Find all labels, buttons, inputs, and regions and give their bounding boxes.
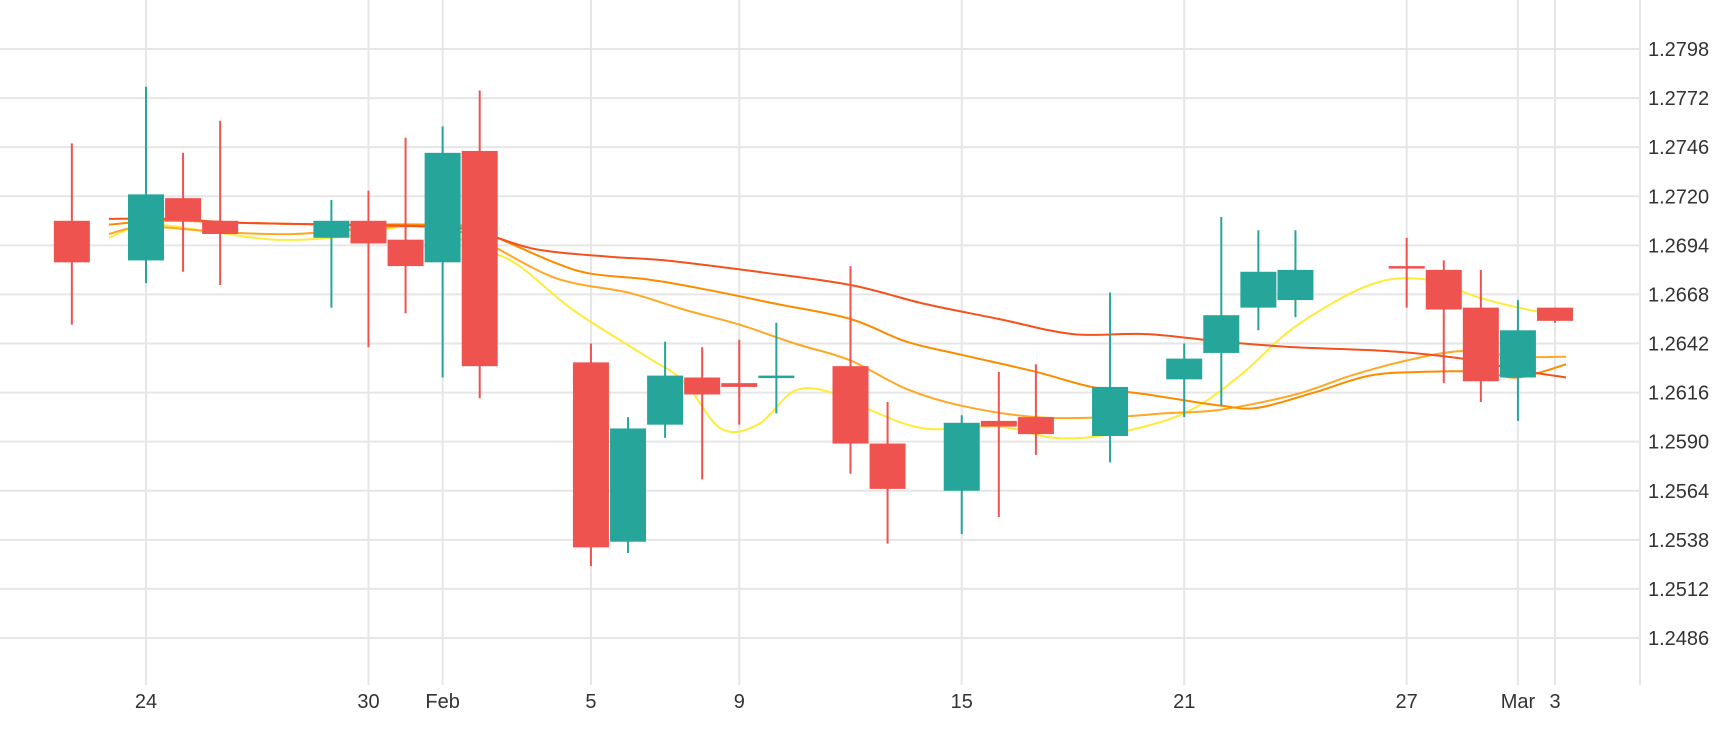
y-tick-label: 1.2720 — [1648, 186, 1709, 208]
candle-body — [943, 422, 980, 491]
candle-body — [684, 377, 721, 395]
y-tick-label: 1.2512 — [1648, 579, 1709, 601]
candle — [943, 415, 980, 535]
x-tick-label: 3 — [1549, 691, 1560, 713]
candle — [1537, 307, 1573, 323]
candle-body — [424, 152, 461, 263]
candle — [647, 341, 684, 438]
candle-body — [461, 150, 498, 367]
candle — [1277, 230, 1314, 318]
x-tick-label: 15 — [951, 691, 973, 713]
x-tick-label: 9 — [734, 691, 745, 713]
candle — [387, 137, 424, 314]
candle-body — [647, 375, 684, 425]
candle-body — [350, 220, 387, 244]
candle — [1092, 292, 1129, 463]
candle-body — [1388, 266, 1425, 269]
candle — [1240, 230, 1277, 331]
x-tick-label: Feb — [425, 691, 459, 713]
x-tick-label: 5 — [585, 691, 596, 713]
candle — [1166, 343, 1203, 418]
y-tick-label: 1.2564 — [1648, 481, 1709, 503]
candle-body — [313, 220, 350, 238]
y-tick-label: 1.2798 — [1648, 39, 1709, 61]
candle-body — [1203, 315, 1240, 353]
candle — [202, 120, 239, 285]
ma-line-ma_slow1 — [108, 219, 1567, 410]
candles — [53, 86, 1573, 567]
candle-body — [869, 443, 906, 489]
y-tick-label: 1.2772 — [1648, 88, 1709, 110]
candle — [1203, 217, 1240, 406]
grid — [0, 0, 1641, 685]
candle-body — [1017, 417, 1054, 435]
candle-body — [1277, 269, 1314, 301]
y-tick-label: 1.2746 — [1648, 137, 1709, 159]
candle — [832, 266, 869, 474]
candle — [313, 200, 350, 308]
candle-body — [1425, 269, 1462, 310]
candle — [1462, 269, 1499, 403]
candle — [684, 347, 721, 480]
candle — [53, 143, 90, 325]
x-tick-label: Mar — [1501, 691, 1536, 713]
y-tick-label: 1.2486 — [1648, 628, 1709, 650]
candle — [869, 402, 906, 544]
y-tick-label: 1.2616 — [1648, 383, 1709, 405]
candle-body — [202, 220, 239, 235]
candle — [1499, 300, 1536, 421]
candle-body — [758, 375, 795, 379]
candle — [350, 190, 387, 348]
candle — [424, 126, 461, 378]
candle-body — [53, 220, 90, 263]
candle — [1425, 260, 1462, 384]
candle — [461, 90, 498, 399]
candle-body — [1499, 330, 1536, 378]
x-tick-label: 24 — [135, 691, 157, 713]
x-tick-label: 21 — [1173, 691, 1195, 713]
candle — [128, 86, 164, 284]
candle-body — [1537, 307, 1573, 321]
candle — [610, 417, 647, 554]
y-tick-label: 1.2538 — [1648, 530, 1709, 552]
candle-body — [387, 239, 424, 267]
candle — [572, 343, 609, 567]
x-tick-label: 27 — [1396, 691, 1418, 713]
candle — [1388, 237, 1425, 308]
y-tick-label: 1.2642 — [1648, 334, 1709, 356]
y-tick-label: 1.2590 — [1648, 432, 1709, 454]
candle-body — [1462, 307, 1499, 382]
y-tick-label: 1.2694 — [1648, 235, 1709, 257]
y-tick-label: 1.2668 — [1648, 284, 1709, 306]
candle-body — [572, 362, 609, 548]
candle-body — [1092, 386, 1129, 437]
candle — [165, 152, 202, 272]
candle-body — [1240, 271, 1277, 308]
candle-body — [610, 428, 647, 542]
ma-line-ma_slow2 — [108, 217, 1567, 379]
x-tick-label: 30 — [357, 691, 379, 713]
axes: 1.2486 1.2512 1.2538 1.2564 1.2590 1.2616 1.26… — [135, 39, 1709, 713]
candle — [758, 322, 795, 414]
candle-body — [165, 198, 202, 221]
candle-body — [980, 420, 1017, 427]
candle-body — [721, 383, 758, 387]
candle-body — [128, 194, 164, 261]
candle — [721, 339, 758, 425]
candle-body — [1166, 358, 1203, 380]
candle — [980, 371, 1017, 518]
candle — [1017, 364, 1054, 455]
candle-body — [832, 366, 869, 444]
